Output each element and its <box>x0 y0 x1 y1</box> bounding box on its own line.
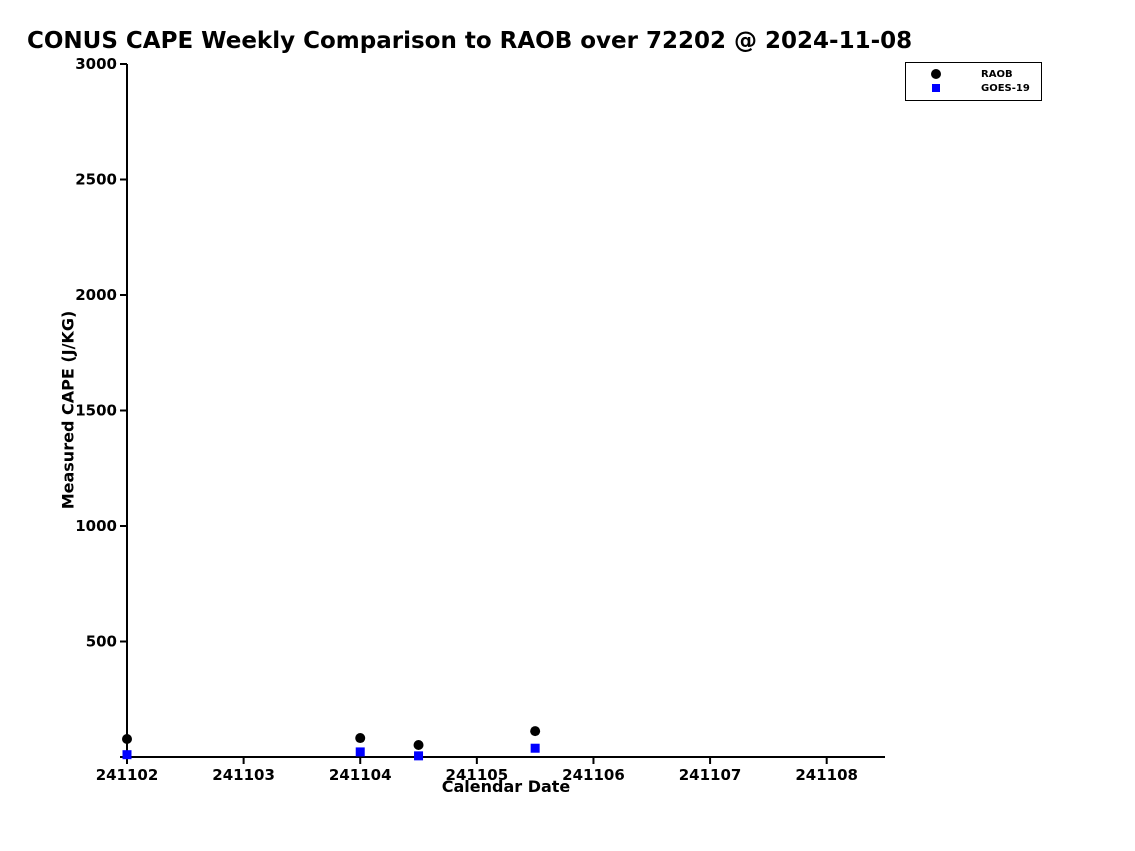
svg-text:500: 500 <box>86 633 117 651</box>
svg-text:241105: 241105 <box>446 766 509 784</box>
legend: RAOB GOES-19 <box>905 62 1042 101</box>
svg-text:1500: 1500 <box>75 402 117 420</box>
circle-marker-icon <box>931 69 941 79</box>
svg-text:3000: 3000 <box>75 55 117 73</box>
legend-label-goes19: GOES-19 <box>981 82 1030 94</box>
svg-text:241108: 241108 <box>795 766 858 784</box>
svg-text:1000: 1000 <box>75 517 117 535</box>
svg-text:241102: 241102 <box>96 766 159 784</box>
svg-text:241104: 241104 <box>329 766 392 784</box>
svg-text:241103: 241103 <box>212 766 275 784</box>
goes19-marker-wrap <box>931 83 941 93</box>
svg-text:2000: 2000 <box>75 286 117 304</box>
legend-entry-raob: RAOB <box>906 67 1041 81</box>
y-axis-label: Measured CAPE (J/KG) <box>58 310 78 510</box>
svg-text:241107: 241107 <box>679 766 742 784</box>
square-marker-icon <box>932 84 940 92</box>
svg-text:2500: 2500 <box>75 171 117 189</box>
svg-text:241106: 241106 <box>562 766 625 784</box>
legend-label-raob: RAOB <box>981 68 1013 80</box>
legend-entry-goes19: GOES-19 <box>906 81 1041 95</box>
x-axis-label: Calendar Date <box>441 777 571 796</box>
raob-marker-wrap <box>931 69 941 79</box>
chart-title: CONUS CAPE Weekly Comparison to RAOB ove… <box>27 28 913 54</box>
